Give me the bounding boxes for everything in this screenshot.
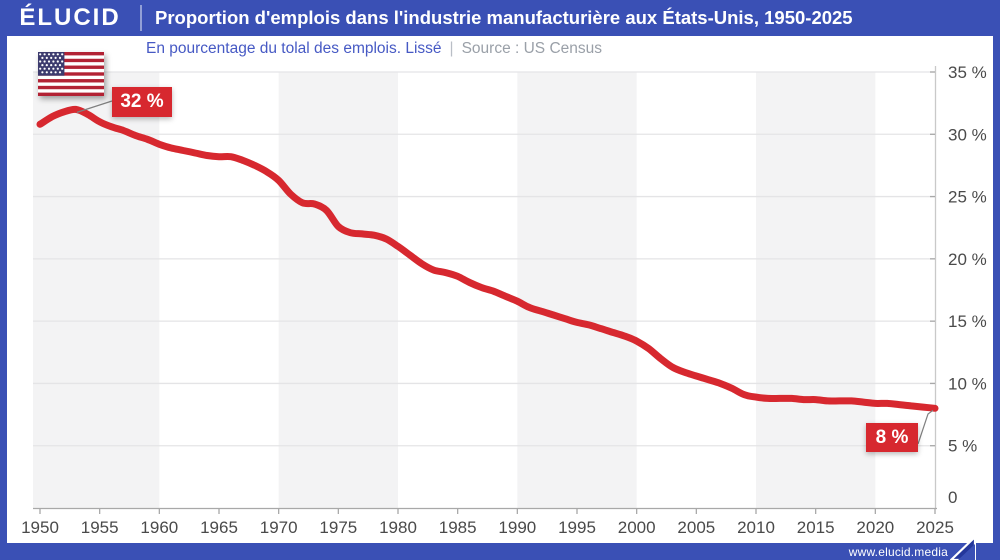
svg-text:10 %: 10 % [948,374,987,393]
source-label: Source : US Census [461,40,603,57]
svg-text:1980: 1980 [379,518,417,537]
chart-subtitle: En pourcentage du tolal des emplois. Lis… [146,40,602,58]
svg-text:5 %: 5 % [948,437,977,456]
svg-text:25 %: 25 % [948,188,987,207]
svg-text:0: 0 [948,488,957,507]
end-value-callout: 8 % [866,423,918,452]
svg-text:1985: 1985 [439,518,477,537]
svg-text:2020: 2020 [856,518,894,537]
svg-text:1970: 1970 [260,518,298,537]
svg-text:30 %: 30 % [948,125,987,144]
svg-text:15 %: 15 % [948,312,987,331]
svg-text:2025: 2025 [916,518,954,537]
footer-content: www.elucid.media [848,536,976,560]
header-separator [140,5,142,31]
elucid-arrow-icon [950,536,976,560]
us-flag-icon [38,52,104,96]
subtitle-text: En pourcentage du tolal des emplois. Lis… [146,40,442,57]
footer-bar: www.elucid.media [0,536,1000,560]
svg-text:1960: 1960 [140,518,178,537]
app-header: ÉLUCID Proportion d'emplois dans l'indus… [0,0,1000,36]
svg-text:20 %: 20 % [948,250,987,269]
svg-text:1965: 1965 [200,518,238,537]
svg-text:2000: 2000 [618,518,656,537]
svg-text:1975: 1975 [319,518,357,537]
svg-text:2015: 2015 [797,518,835,537]
svg-text:35 %: 35 % [948,63,987,82]
svg-text:1950: 1950 [21,518,59,537]
svg-text:2010: 2010 [737,518,775,537]
page-title: Proportion d'emplois dans l'industrie ma… [155,7,853,28]
svg-text:2005: 2005 [677,518,715,537]
svg-text:1955: 1955 [81,518,119,537]
peak-value-callout: 32 % [112,87,172,117]
footer-url: www.elucid.media [848,544,948,559]
subtitle-separator: | [449,40,454,57]
svg-text:1995: 1995 [558,518,596,537]
svg-text:1990: 1990 [498,518,536,537]
elucid-logo: ÉLUCID [19,4,121,31]
